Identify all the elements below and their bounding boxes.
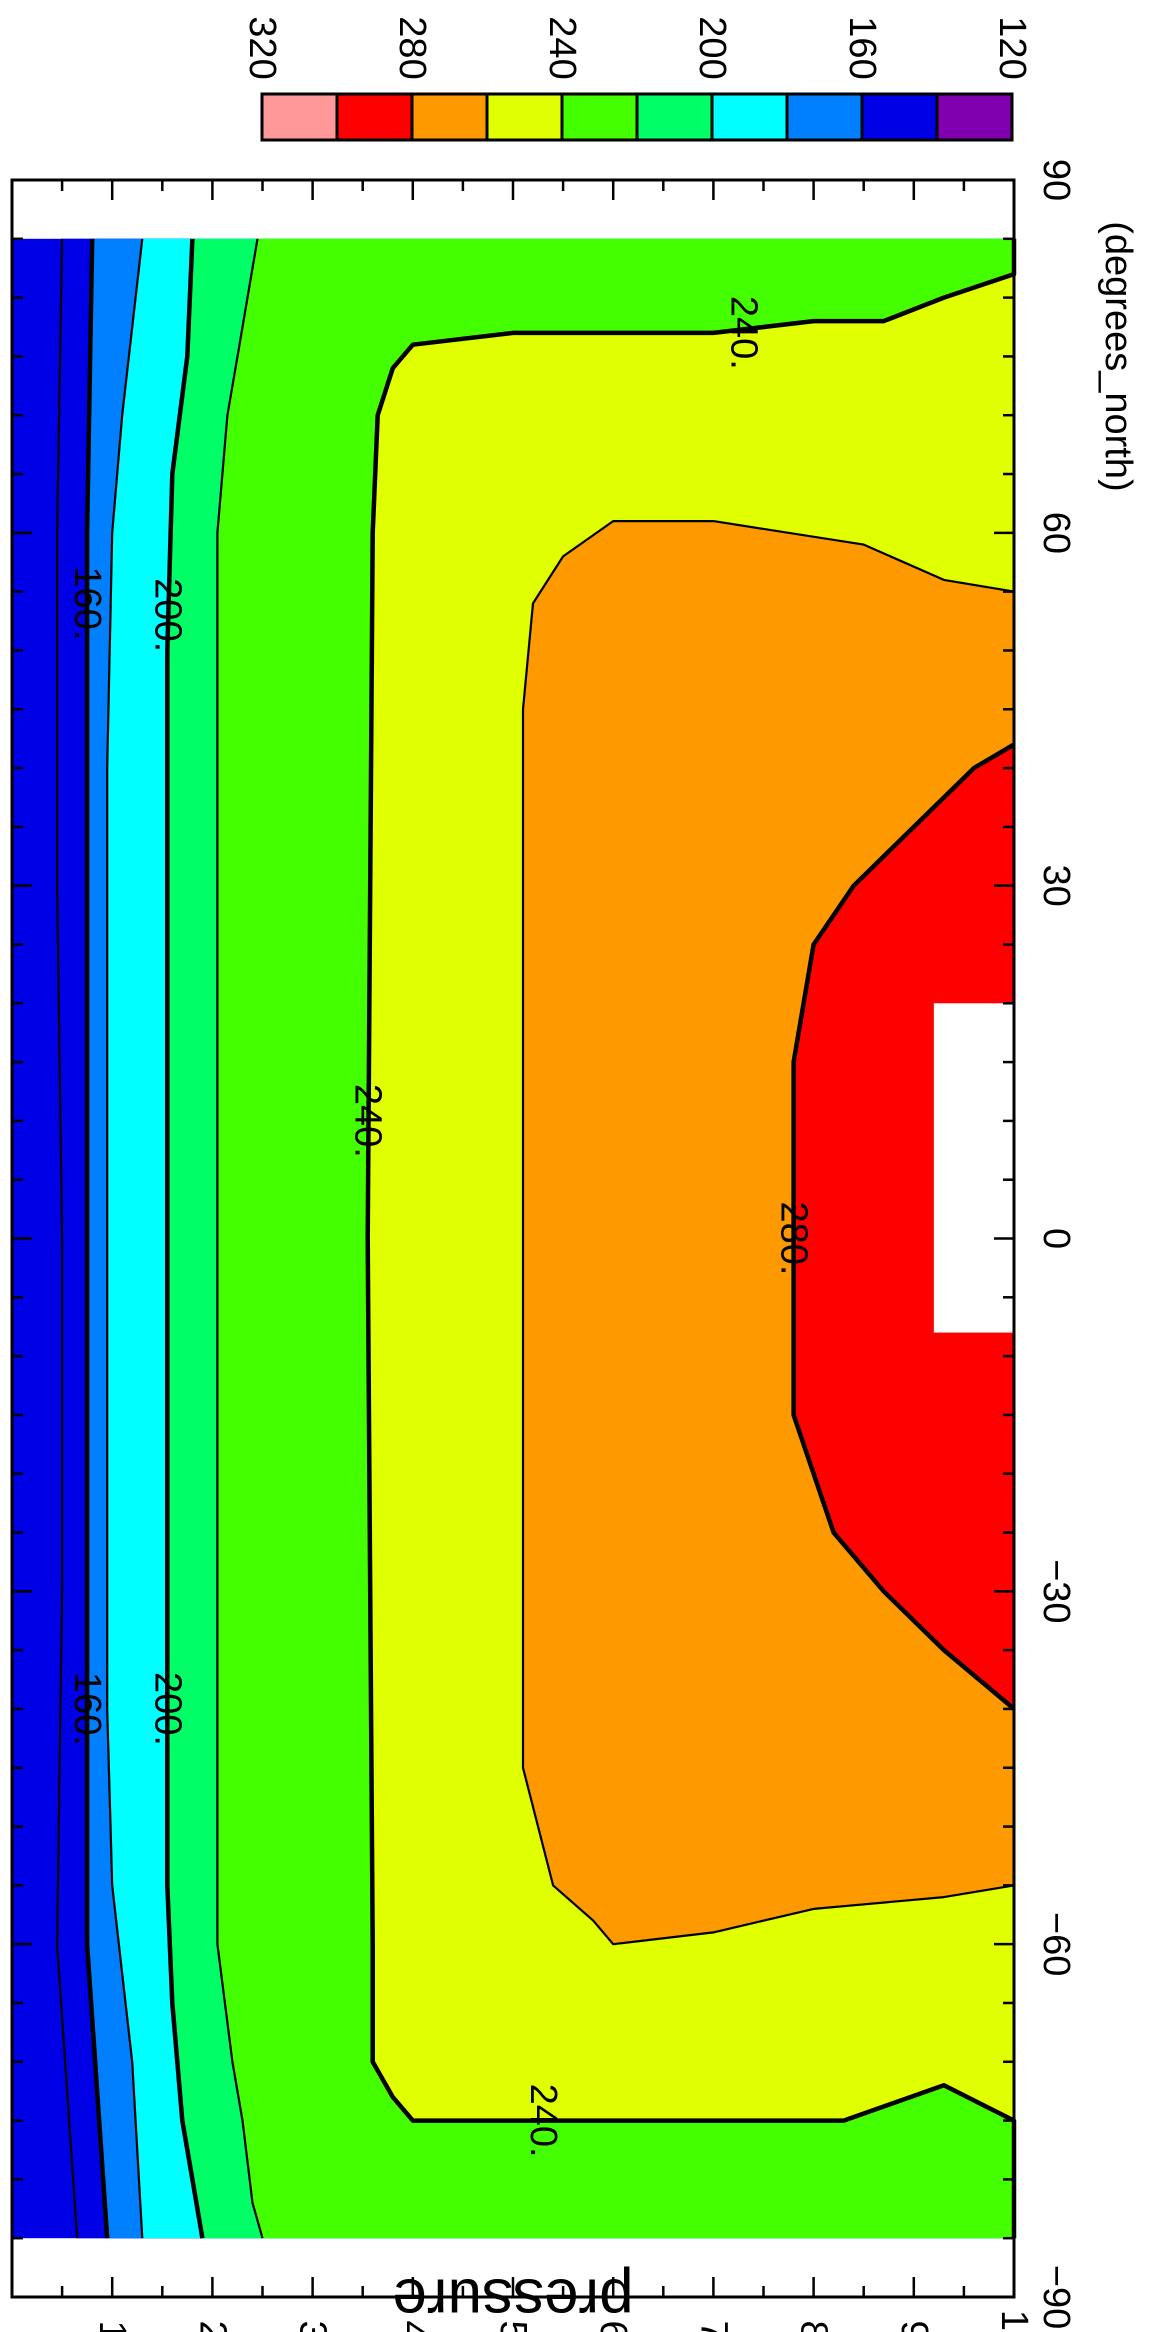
- contour-label: 160.: [66, 566, 108, 640]
- x-tick-label-group: 90: [1035, 159, 1077, 201]
- contour-label-group: 160.: [66, 1672, 108, 1746]
- colorbar-cell: [785, 92, 864, 142]
- colorbar-tick-label-group: 240: [541, 16, 583, 79]
- colorbar-cell: [485, 92, 564, 142]
- x-tick-label: 30: [1035, 865, 1077, 907]
- colorbar: 120 160 200 240 280 320: [241, 16, 1033, 142]
- colorbar-cell: [335, 92, 414, 142]
- colorbar-tick-label-group: 160: [841, 16, 883, 79]
- missing-data-layer: [933, 1003, 1014, 1333]
- y-tick-label-group: 10: [993, 2310, 1035, 2332]
- colorbar-tick-label: 280: [391, 16, 433, 79]
- x-tick-label: 60: [1035, 512, 1077, 554]
- colorbar-cells: [260, 92, 1014, 142]
- y-tick-label-group: 2: [191, 2320, 233, 2332]
- contour-label-group: 200.: [146, 1672, 188, 1746]
- colorbar-cell: [710, 92, 789, 142]
- x-tick-label: −30: [1035, 1559, 1077, 1623]
- colorbar-tick-label: 200: [691, 16, 733, 79]
- x-tick-label-group: 30: [1035, 865, 1077, 907]
- missing-data-region: [933, 1003, 1014, 1333]
- y-tick-label: 1: [91, 2320, 133, 2332]
- x-tick-label: −90: [1035, 2265, 1077, 2329]
- contour-label-group: 240.: [347, 1084, 389, 1158]
- y-tick-label-group: 4: [392, 2320, 434, 2332]
- colorbar-tick-label: 240: [541, 16, 583, 79]
- y-tick-label: 9: [893, 2320, 935, 2332]
- contour-label: 160.: [66, 1672, 108, 1746]
- contour-label-group: 240.: [522, 2084, 564, 2158]
- colorbar-cell: [410, 92, 489, 142]
- colorbar-tick-label: 320: [241, 16, 283, 79]
- y-tick-label-group: 1: [91, 2320, 133, 2332]
- contour-label-group: 240.: [722, 296, 764, 370]
- colorbar-tick-label: 160: [841, 16, 883, 79]
- y-tick-label-group: 9: [893, 2320, 935, 2332]
- x-tick-label-group: −60: [1035, 1912, 1077, 1976]
- y-axis-label: pressure: [392, 2266, 633, 2332]
- contour-fill-280: [793, 744, 1014, 1709]
- contour-line-260: [521, 520, 1015, 1946]
- colorbar-frame: [260, 92, 1014, 142]
- colorbar-tick-label-group: 320: [241, 16, 283, 79]
- y-tick-label: 10: [993, 2310, 1035, 2332]
- colorbar-cell: [635, 92, 714, 142]
- contour-label: 280.: [773, 1202, 815, 1276]
- colorbar-tick-label-group: 280: [391, 16, 433, 79]
- colorbar-tick-label-group: 120: [991, 16, 1033, 79]
- y-axis: 1 2 3 4 5 6 7 8 9 10: [10, 180, 1035, 2332]
- contour-line-280: [791, 742, 1016, 1711]
- y-tick-label: 2: [191, 2320, 233, 2332]
- contour-line-180: [106, 238, 144, 2239]
- y-tick-label: 5: [492, 2320, 534, 2332]
- colorbar-cell: [860, 92, 939, 142]
- contour-line-140: [56, 238, 79, 2239]
- contour-label: 200.: [146, 1672, 188, 1746]
- x-tick-label-group: −30: [1035, 1559, 1077, 1623]
- colorbar-tick-label: 120: [991, 16, 1033, 79]
- y-tick-label-group: 5: [492, 2320, 534, 2332]
- contour-label-group: 200.: [146, 578, 188, 652]
- x-tick-label: −60: [1035, 1912, 1077, 1976]
- y-tick-label-group: 6: [592, 2320, 634, 2332]
- y-tick-label-group: 7: [692, 2320, 734, 2332]
- x-tick-label-group: 60: [1035, 512, 1077, 554]
- contour-line-layer: [56, 238, 1017, 2239]
- contour-line-220: [216, 238, 264, 2239]
- contour-label: 240.: [347, 1084, 389, 1158]
- colorbar-cell: [260, 92, 339, 142]
- y-tick-label-group: 8: [793, 2320, 835, 2332]
- contour-line-240: [365, 238, 1017, 2239]
- contour-label-layer: 160. 160. 200. 200. 240. 240. 240. 280.: [66, 296, 814, 2158]
- y-tick-label-group: 3: [292, 2320, 334, 2332]
- x-axis-label: (degrees_north): [1097, 221, 1139, 491]
- colorbar-tick-labels: 120 160 200 240 280 320: [241, 16, 1033, 79]
- contour-line-200: [165, 238, 205, 2239]
- contour-label-group: 160.: [66, 566, 108, 640]
- x-axis: −90 −60 −30 0 30 60 90: [12, 159, 1077, 2329]
- colorbar-cell: [560, 92, 639, 142]
- contour-line-160: [84, 238, 110, 2239]
- contour-fill-layer: [12, 238, 1015, 2239]
- x-tick-label: 0: [1035, 1228, 1077, 1249]
- contour-label: 200.: [146, 578, 188, 652]
- contour-label: 240.: [522, 2084, 564, 2158]
- plot-area: 160.160.200.200.240.240.240.280. −90−60−…: [10, 159, 1139, 2332]
- contour-label: 240.: [722, 296, 764, 370]
- colorbar-tick-label-group: 200: [691, 16, 733, 79]
- colorbar-cell: [935, 92, 1014, 142]
- x-tick-label-group: −90: [1035, 2265, 1077, 2329]
- x-tick-label-group: 0: [1035, 1228, 1077, 1249]
- y-tick-label: 3: [292, 2320, 334, 2332]
- x-tick-label: 90: [1035, 159, 1077, 201]
- contour-label-group: 280.: [773, 1202, 815, 1276]
- y-tick-label: 8: [793, 2320, 835, 2332]
- y-tick-label: 7: [692, 2320, 734, 2332]
- y-tick-label: 4: [392, 2320, 434, 2332]
- y-tick-label: 6: [592, 2320, 634, 2332]
